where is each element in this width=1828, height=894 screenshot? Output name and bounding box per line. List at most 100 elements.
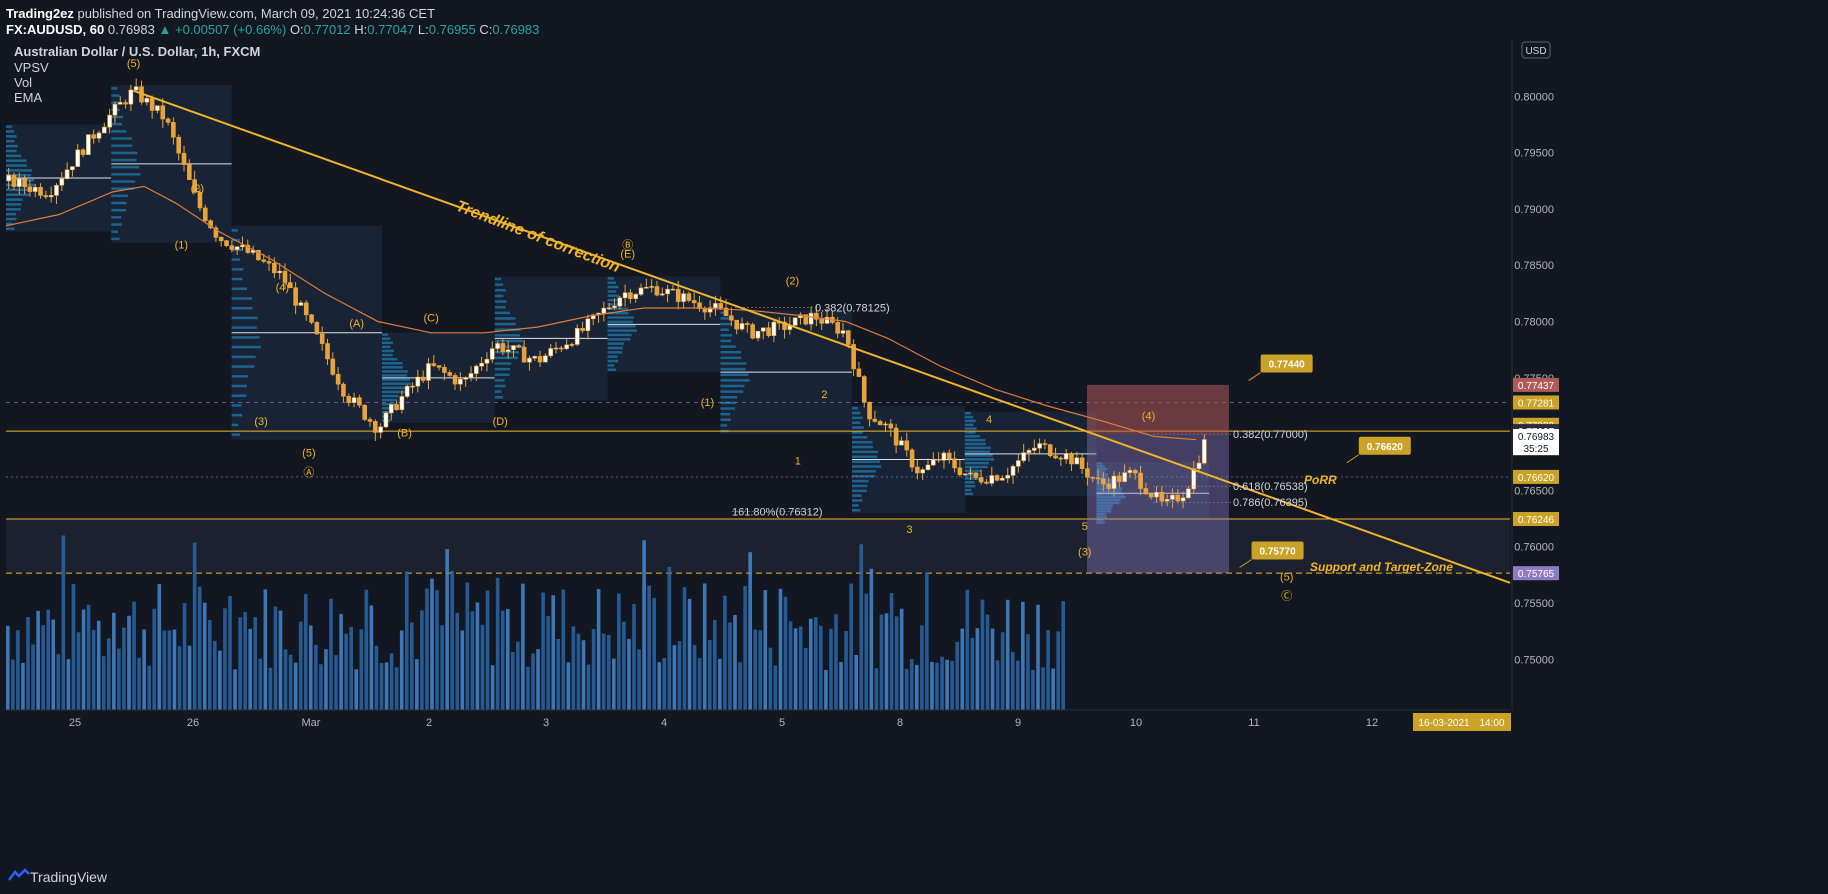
- legend-vpsv[interactable]: VPSV: [14, 60, 49, 75]
- volume-profile-bar: [1096, 510, 1112, 513]
- volume-profile-bar: [111, 144, 133, 147]
- volume-profile-bar: [231, 277, 243, 281]
- volume-bar: [1056, 631, 1060, 710]
- volume-bar: [839, 662, 843, 710]
- candle-body: [1196, 462, 1202, 469]
- candle-body: [729, 315, 734, 321]
- candle-body: [144, 98, 150, 103]
- currency-label: USD: [1525, 46, 1546, 57]
- legend-vol[interactable]: Vol: [14, 75, 33, 90]
- volume-profile-bar: [1096, 501, 1120, 505]
- volume-bar: [475, 602, 480, 710]
- candle-body: [883, 423, 888, 426]
- candle-body: [952, 458, 957, 469]
- candle-body: [1047, 444, 1053, 457]
- candle-body: [1058, 457, 1064, 460]
- volume-bar: [920, 625, 924, 710]
- tradingview-logo-icon: [8, 868, 30, 881]
- volume-bar: [107, 638, 111, 710]
- volume-bar: [86, 604, 91, 710]
- volume-profile-bar: [720, 317, 729, 320]
- volume-profile-bar: [607, 333, 632, 337]
- candle-body: [622, 292, 628, 299]
- candle-body: [256, 249, 261, 261]
- candle-body: [580, 328, 585, 331]
- candle-body: [973, 472, 979, 478]
- wave-label: (A): [349, 318, 364, 330]
- volume-profile-bar: [231, 336, 260, 339]
- chart-area[interactable]: Trendline of correction PoRR Support and T…: [0, 40, 1828, 860]
- volume-bar: [495, 577, 500, 710]
- candle-body: [984, 481, 989, 484]
- volume-profile-bar: [111, 115, 124, 119]
- volume-profile-bar: [494, 294, 504, 298]
- price-axis-label: 0.77437: [1518, 381, 1555, 392]
- candle-body: [64, 169, 70, 179]
- open-value: 0.77012: [303, 22, 351, 37]
- volume-profile-bar: [494, 277, 501, 281]
- volume-profile-bar: [231, 433, 240, 436]
- volume-bar: [627, 638, 631, 710]
- volume-bar: [435, 590, 439, 710]
- volume-profile-bar: [964, 477, 980, 480]
- volume-profile-bar: [6, 227, 15, 230]
- volume-profile-bar: [111, 230, 119, 233]
- volume-bar: [480, 624, 485, 710]
- candle-body: [734, 319, 739, 330]
- volume-bar: [223, 608, 227, 710]
- correction-trendline: [133, 89, 1511, 584]
- volume-bar: [243, 611, 247, 710]
- candle-body: [925, 464, 931, 470]
- candle-body: [357, 397, 362, 406]
- price-axis-label: 0.77281: [1518, 398, 1555, 409]
- volume-bar: [460, 630, 465, 710]
- volume-profile-bar: [852, 450, 879, 454]
- candle-body: [277, 270, 282, 274]
- volume-profile-bar: [382, 349, 394, 353]
- brand-name: TradingView: [30, 869, 108, 885]
- volume-bar: [202, 602, 207, 710]
- volume-bar: [909, 659, 914, 710]
- volume-bar: [61, 535, 66, 710]
- candle-body: [112, 104, 118, 116]
- candle-body: [893, 427, 899, 446]
- publisher-name[interactable]: Trading2ez: [6, 6, 74, 21]
- volume-profile-bar: [111, 237, 120, 241]
- support-zone-label: Support and Target-Zone: [1310, 560, 1453, 574]
- volume-profile-bar: [494, 384, 506, 388]
- volume-bar: [162, 630, 167, 710]
- candle-body: [378, 426, 383, 433]
- volume-bar: [849, 583, 853, 710]
- volume-profile-bar: [111, 208, 127, 212]
- volume-bar: [16, 630, 20, 710]
- candle-body: [484, 359, 490, 364]
- wave-label: 2: [821, 389, 827, 401]
- volume-bar: [56, 654, 61, 710]
- volume-bar: [142, 629, 146, 710]
- volume-profile-bar: [382, 402, 397, 406]
- volume-bar: [642, 540, 646, 710]
- wave-label: (5): [127, 58, 140, 70]
- tradingview-logo[interactable]: TradingView: [8, 868, 107, 885]
- candle-body: [569, 344, 575, 346]
- candle-body: [638, 287, 644, 295]
- candle-body: [213, 227, 219, 238]
- publisher-line: Trading2ez published on TradingView.com,…: [6, 6, 435, 21]
- candle-body: [1031, 447, 1037, 451]
- volume-bar: [707, 639, 712, 710]
- volume-profile-bar: [494, 289, 506, 292]
- candle-body: [1148, 493, 1154, 498]
- candle-body: [298, 302, 304, 306]
- candle-body: [644, 286, 649, 289]
- wave-label: (E): [620, 248, 635, 260]
- candle-body: [431, 363, 437, 366]
- volume-profile-bar: [6, 149, 17, 153]
- date-box-date: 16-03-2021: [1418, 718, 1470, 729]
- volume-bar: [485, 590, 490, 710]
- candle-body: [941, 452, 947, 461]
- candle-body: [16, 178, 22, 187]
- candle-body: [240, 244, 245, 248]
- x-tick-label: 25: [69, 717, 81, 729]
- legend-ema[interactable]: EMA: [14, 90, 43, 105]
